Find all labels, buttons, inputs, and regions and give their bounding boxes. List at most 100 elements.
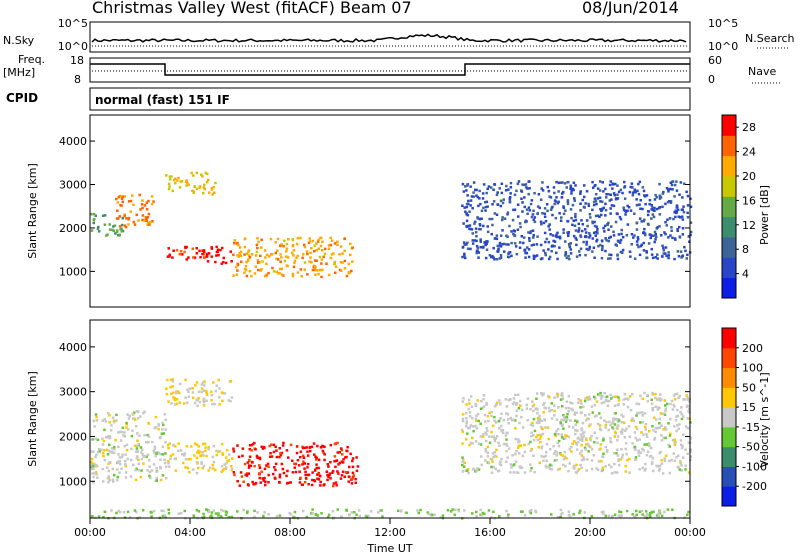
data-cell [141, 214, 145, 217]
data-cell [469, 424, 473, 427]
data-cell [643, 412, 647, 415]
data-cell [267, 465, 270, 468]
data-cell [507, 398, 510, 402]
data-cell [521, 201, 524, 204]
data-cell [131, 417, 135, 420]
data-cell [150, 515, 153, 518]
data-cell [310, 247, 313, 250]
data-cell [140, 457, 144, 461]
data-cell [680, 464, 683, 467]
data-cell [598, 180, 602, 183]
data-cell [560, 196, 564, 199]
data-cell [566, 199, 570, 202]
data-cell [247, 466, 251, 469]
data-cell [548, 448, 552, 451]
data-cell [307, 473, 311, 477]
data-cell [645, 256, 649, 260]
data-cell [618, 510, 621, 513]
data-cell [669, 187, 672, 191]
data-cell [289, 481, 292, 484]
data-cell [147, 422, 151, 425]
data-cell [603, 230, 606, 233]
data-cell [205, 454, 208, 458]
data-cell [623, 180, 626, 184]
data-cell [580, 443, 583, 447]
data-cell [644, 428, 647, 431]
data-cell [488, 435, 491, 438]
data-cell [623, 197, 627, 200]
data-cell [117, 431, 120, 434]
data-cell [664, 407, 668, 410]
data-cell [283, 239, 286, 243]
data-cell [512, 208, 515, 212]
data-cell [557, 406, 560, 409]
data-cell [319, 484, 322, 487]
data-cell [573, 197, 576, 200]
data-cell [483, 413, 487, 417]
data-cell [90, 464, 94, 467]
data-cell [530, 199, 534, 202]
data-cell [591, 411, 594, 414]
data-cell [666, 508, 670, 511]
data-cell [333, 442, 337, 446]
data-cell [165, 174, 168, 177]
data-cell [506, 213, 509, 216]
data-cell [145, 208, 149, 211]
data-cell [515, 409, 519, 412]
data-cell [579, 247, 583, 250]
data-cell [573, 199, 576, 202]
data-cell [321, 449, 325, 453]
data-cell [685, 425, 688, 428]
data-cell [544, 464, 548, 468]
data-cell [673, 183, 677, 187]
data-cell [325, 470, 328, 473]
data-cell [595, 436, 599, 440]
data-cell [299, 476, 302, 480]
data-cell [553, 396, 556, 399]
data-cell [580, 427, 583, 430]
data-cell [609, 180, 613, 183]
data-cell [217, 516, 221, 519]
data-cell [669, 181, 673, 184]
data-cell [593, 197, 597, 200]
data-cell [142, 411, 145, 415]
data-cell [604, 214, 607, 217]
data-cell [635, 240, 639, 243]
data-cell [626, 209, 629, 212]
data-cell [488, 411, 491, 415]
data-cell [662, 436, 665, 440]
data-cell [323, 458, 326, 462]
data-cell [129, 458, 133, 462]
data-cell [104, 420, 108, 423]
data-cell [573, 440, 576, 443]
y-tick-label: 1000 [59, 265, 87, 278]
data-cell [273, 466, 276, 469]
data-cell [659, 399, 662, 402]
data-cell [616, 257, 620, 261]
data-cell [574, 471, 578, 474]
data-cell [518, 452, 521, 455]
data-cell [461, 182, 465, 186]
data-cell [647, 430, 651, 433]
data-cell [484, 209, 487, 212]
data-cell [633, 431, 637, 434]
data-cell [465, 469, 469, 472]
data-cell [543, 418, 546, 421]
data-cell [297, 464, 301, 467]
data-cell [259, 254, 262, 258]
data-cell [517, 438, 520, 441]
data-cell [650, 462, 654, 466]
data-cell [212, 186, 216, 189]
data-cell [681, 215, 684, 218]
data-cell [184, 378, 187, 382]
data-cell [662, 249, 665, 252]
data-cell [610, 253, 613, 257]
data-cell [267, 271, 270, 275]
data-cell [476, 249, 479, 253]
noise-left-top-tick: 10^5 [58, 17, 88, 30]
data-cell [170, 402, 173, 405]
data-cell [602, 452, 605, 455]
data-cell [207, 448, 210, 451]
data-cell [665, 428, 668, 431]
data-cell [192, 174, 195, 177]
